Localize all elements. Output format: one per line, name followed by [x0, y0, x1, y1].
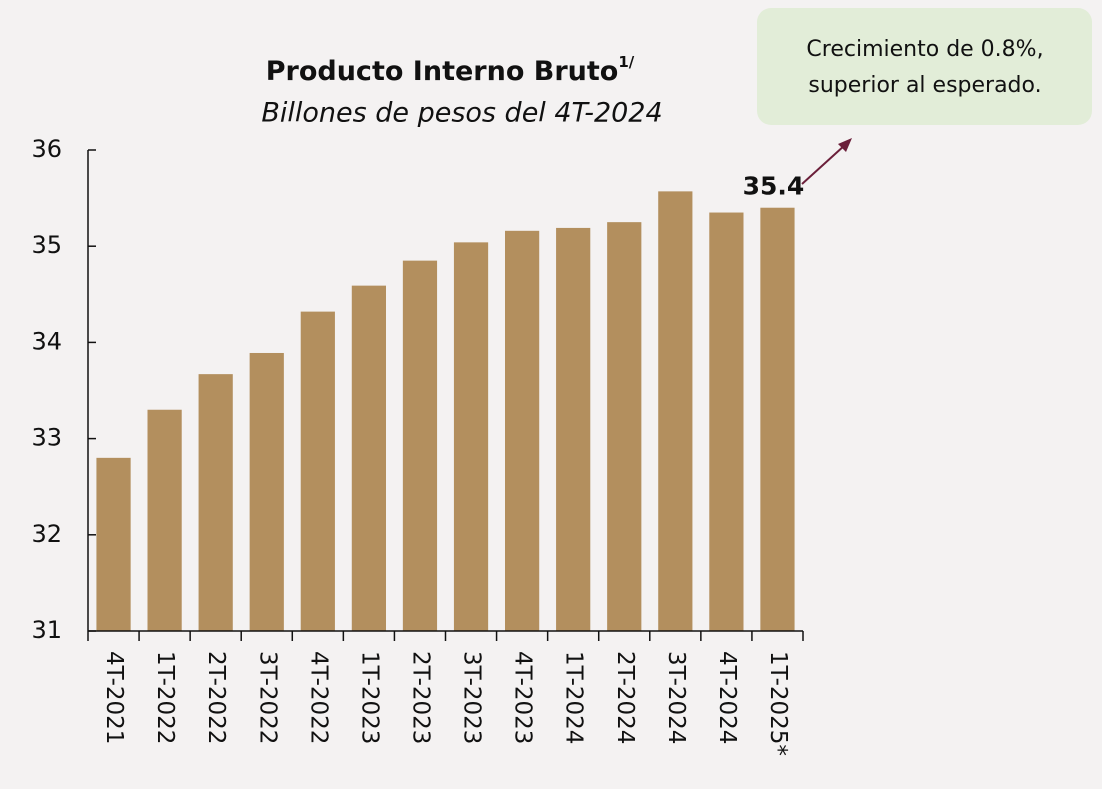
- title-note: 1/: [618, 53, 634, 71]
- bar: [504, 230, 540, 632]
- x-tick-label: 2T-2022: [203, 651, 229, 744]
- x-tick-label: 1T-2022: [152, 651, 178, 744]
- y-tick-label: 31: [31, 616, 62, 644]
- x-tick-label: 3T-2022: [254, 651, 280, 744]
- bar: [198, 374, 233, 631]
- annotation-box: [757, 8, 1092, 125]
- chart-title: Producto Interno Bruto1/: [266, 53, 635, 87]
- chart-subtitle: Billones de pesos del 4T-2024: [261, 98, 662, 129]
- x-tick-label: 2T-2024: [612, 651, 638, 744]
- bar: [351, 285, 387, 631]
- y-tick-label: 34: [31, 327, 62, 355]
- bar: [147, 409, 182, 631]
- bar: [402, 260, 438, 631]
- annotation-line: Crecimiento de 0.8%,: [806, 37, 1043, 62]
- bar: [453, 242, 489, 632]
- arrow-head: [838, 138, 852, 152]
- x-tick-label: 1T-2023: [356, 651, 382, 744]
- y-tick-label: 33: [31, 424, 62, 452]
- title-text: Producto Interno Bruto: [266, 56, 619, 87]
- y-tick-label: 36: [31, 135, 62, 163]
- y-tick-label: 35: [31, 231, 62, 259]
- bar: [658, 191, 693, 631]
- annotation-arrow: [801, 144, 846, 185]
- value-label: 35.4: [743, 172, 805, 201]
- x-tick-label: 2T-2023: [407, 651, 433, 744]
- y-tick-label: 32: [31, 520, 62, 548]
- bar: [96, 457, 131, 631]
- bar: [249, 352, 284, 631]
- x-tick-label: 4T-2024: [714, 651, 740, 744]
- bar: [760, 207, 795, 631]
- x-tick-label: 1T-2025*: [765, 651, 791, 756]
- x-tick-label: 3T-2024: [663, 651, 689, 744]
- x-tick-label: 4T-2021: [101, 651, 127, 744]
- x-tick-label: 1T-2024: [561, 651, 587, 744]
- annotation-line: superior al esperado.: [808, 73, 1041, 98]
- bar: [556, 227, 591, 631]
- x-tick-label: 3T-2023: [459, 651, 485, 744]
- x-tick-label: 4T-2023: [510, 651, 536, 744]
- bar: [300, 311, 335, 631]
- x-tick-label: 4T-2022: [305, 651, 331, 744]
- bar: [607, 222, 642, 631]
- bar: [709, 212, 744, 631]
